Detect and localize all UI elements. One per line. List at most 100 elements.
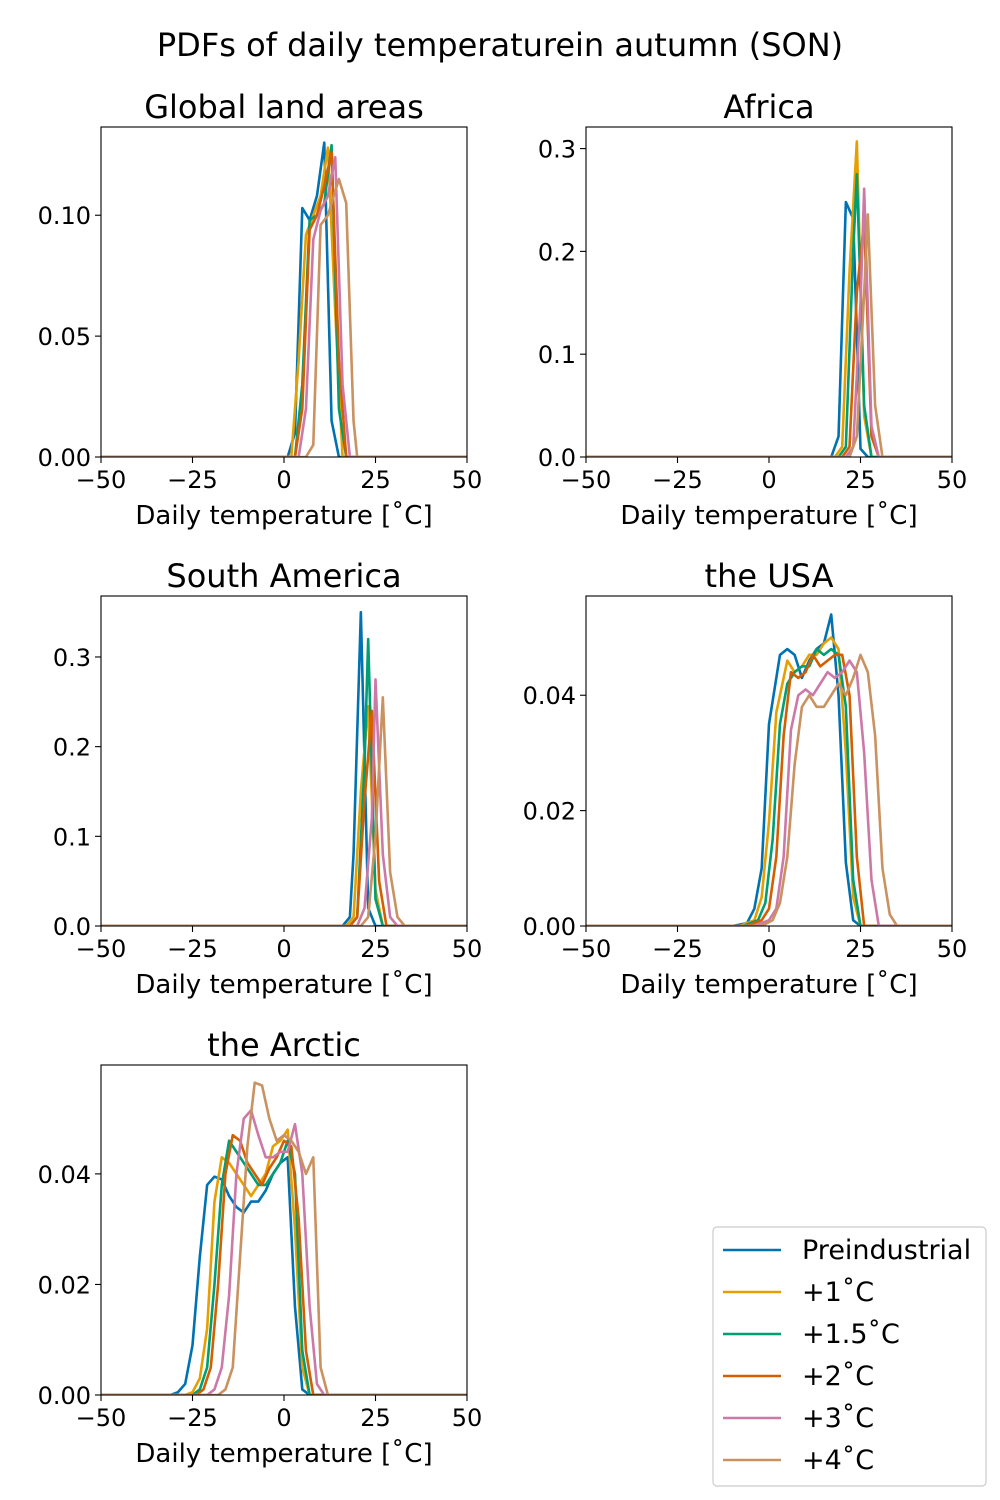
axes-frame — [585, 126, 953, 458]
y-tick-label: 0.1 — [53, 823, 91, 851]
x-tick-label: −50 — [561, 466, 612, 494]
y-tick-label: 0.02 — [523, 798, 576, 826]
x-tick-label: 25 — [360, 935, 391, 963]
x-tick-label: 25 — [845, 466, 876, 494]
y-tick-label: 0.04 — [523, 682, 576, 710]
legend-label-6: +4˚C — [802, 1445, 874, 1476]
series-lines — [586, 613, 952, 926]
series-line-5 — [101, 155, 467, 457]
x-tick-label: 50 — [452, 466, 483, 494]
y-tick-label: 0.0 — [53, 913, 91, 941]
series-line-6 — [101, 1081, 467, 1395]
series-line-6 — [586, 653, 952, 926]
panels: Global land areas−50 −25 0 25 500.000.050.10… — [38, 88, 968, 1469]
series-line-5 — [586, 659, 952, 926]
legend-box — [712, 1226, 987, 1487]
y-tick-label: 0.3 — [538, 136, 576, 164]
x-tick-label: 0 — [761, 935, 776, 963]
x-tick-label: −25 — [652, 935, 703, 963]
legend-label-4: +2˚C — [802, 1361, 874, 1392]
axes-frame — [100, 126, 468, 458]
panel-4: the USA −50 −25 0 25 50 0.00 0.02 0.04 Daily temp… — [523, 557, 968, 1000]
series-lines — [101, 1081, 467, 1395]
x-axis-label: Daily temperature [˚C] — [135, 970, 432, 1000]
x-tick-label: −50 — [76, 935, 127, 963]
series-line-1 — [101, 610, 467, 926]
series-line-3 — [101, 637, 467, 926]
series-lines — [586, 140, 952, 457]
series-lines — [101, 610, 467, 926]
series-line-5 — [101, 678, 467, 926]
series-line-6 — [586, 213, 952, 457]
series-line-1 — [101, 1156, 467, 1395]
panel-title: Global land areas — [144, 88, 424, 126]
series-line-3 — [101, 1139, 467, 1395]
figure-title: PDFs of daily temperaturein autumn (SON) — [157, 26, 843, 64]
x-tick-label: 0 — [276, 935, 291, 963]
series-line-2 — [586, 140, 952, 457]
x-tick-label: −25 — [167, 935, 218, 963]
series-line-3 — [101, 143, 467, 457]
y-tick-label: 0.1 — [538, 341, 576, 369]
x-tick-label: −25 — [167, 1404, 218, 1432]
series-line-3 — [586, 172, 952, 457]
x-tick-label: −50 — [76, 1404, 127, 1432]
series-line-4 — [101, 1133, 467, 1395]
x-axis-label: Daily temperature [˚C] — [135, 501, 432, 531]
series-line-4 — [101, 151, 467, 457]
y-tick-label: 0.3 — [53, 644, 91, 672]
y-tick-label: 0.2 — [53, 734, 91, 762]
panel-title: South America — [166, 557, 401, 595]
x-tick-label: −25 — [167, 466, 218, 494]
y-tick-label: 0.00 — [38, 1382, 91, 1410]
series-line-1 — [586, 200, 952, 457]
y-tick-label: 0.00 — [523, 913, 576, 941]
panel-1: Global land areas −50 −25 0 25 50 0.00 0.05 0.10… — [38, 88, 483, 531]
x-tick-label: 0 — [761, 466, 776, 494]
y-tick-label: 0.05 — [38, 323, 91, 351]
series-line-2 — [101, 705, 467, 926]
series-line-1 — [101, 141, 467, 457]
y-tick-label: 0.04 — [38, 1161, 91, 1189]
series-line-5 — [586, 187, 952, 457]
x-tick-label: −50 — [561, 935, 612, 963]
x-tick-label: 50 — [937, 466, 968, 494]
axes-frame — [100, 595, 468, 927]
series-line-4 — [586, 219, 952, 457]
legend-label-3: +1.5˚C — [802, 1319, 900, 1350]
legend-label-1: Preindustrial — [802, 1235, 971, 1266]
series-lines — [101, 141, 467, 457]
series-line-1 — [586, 613, 952, 926]
panel-title: the USA — [705, 557, 834, 595]
x-tick-label: −50 — [76, 466, 127, 494]
panel-3: South America −50 −25 0 25 50 0.0 0.1 0.2 0.3 Dail… — [53, 557, 482, 1000]
x-tick-label: 50 — [452, 935, 483, 963]
x-tick-label: 25 — [845, 935, 876, 963]
series-line-2 — [586, 636, 952, 926]
series-line-4 — [101, 709, 467, 926]
panel-title: the Arctic — [207, 1026, 361, 1064]
x-tick-label: 50 — [452, 1404, 483, 1432]
legend-label-2: +1˚C — [802, 1277, 874, 1308]
x-axis-label: Daily temperature [˚C] — [620, 501, 917, 531]
y-tick-label: 0.0 — [538, 444, 576, 472]
y-tick-label: 0.02 — [38, 1271, 91, 1299]
x-axis-label: Daily temperature [˚C] — [135, 1439, 432, 1469]
series-line-6 — [101, 696, 467, 926]
x-axis-label: Daily temperature [˚C] — [620, 970, 917, 1000]
series-line-5 — [101, 1109, 467, 1395]
x-tick-label: 25 — [360, 1404, 391, 1432]
series-line-6 — [101, 177, 467, 457]
axes-frame — [100, 1064, 468, 1396]
legend-label-5: +3˚C — [802, 1403, 874, 1434]
x-tick-label: 25 — [360, 466, 391, 494]
x-tick-label: 0 — [276, 1404, 291, 1432]
series-line-2 — [101, 1128, 467, 1395]
y-tick-label: 0.00 — [38, 444, 91, 472]
x-tick-label: −25 — [652, 466, 703, 494]
y-tick-label: 0.2 — [538, 238, 576, 266]
series-line-3 — [586, 647, 952, 926]
panel-2: Africa −50 −25 0 25 50 0.0 0.1 0.2 0.3 Daily tempe… — [538, 88, 967, 531]
series-line-2 — [101, 146, 467, 457]
